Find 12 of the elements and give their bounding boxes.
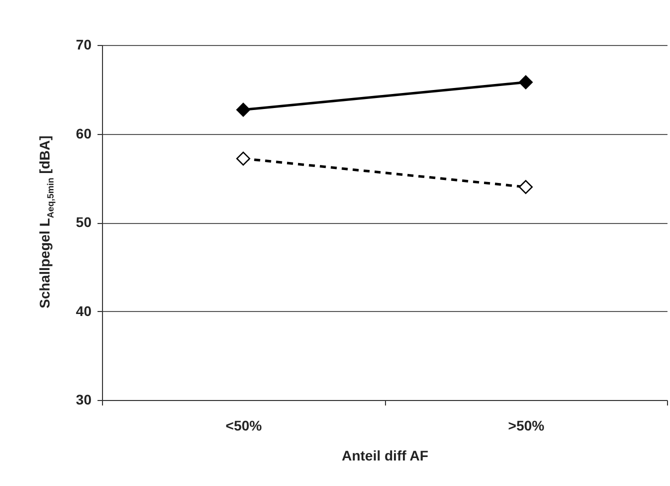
point [236, 152, 250, 166]
point [518, 180, 533, 194]
x-tick-label: <50% [226, 418, 262, 434]
y-tick-label: 50 [76, 214, 92, 230]
y-tick-label: 30 [76, 392, 92, 408]
point [236, 102, 250, 117]
x-axis-title: Anteil diff AF [342, 448, 429, 464]
x-tick-label: >50% [508, 418, 545, 434]
y-tick-label: 60 [76, 125, 92, 142]
y-tick-label: 70 [76, 36, 92, 52]
y-tick-label: 40 [76, 302, 92, 319]
point [518, 75, 533, 90]
